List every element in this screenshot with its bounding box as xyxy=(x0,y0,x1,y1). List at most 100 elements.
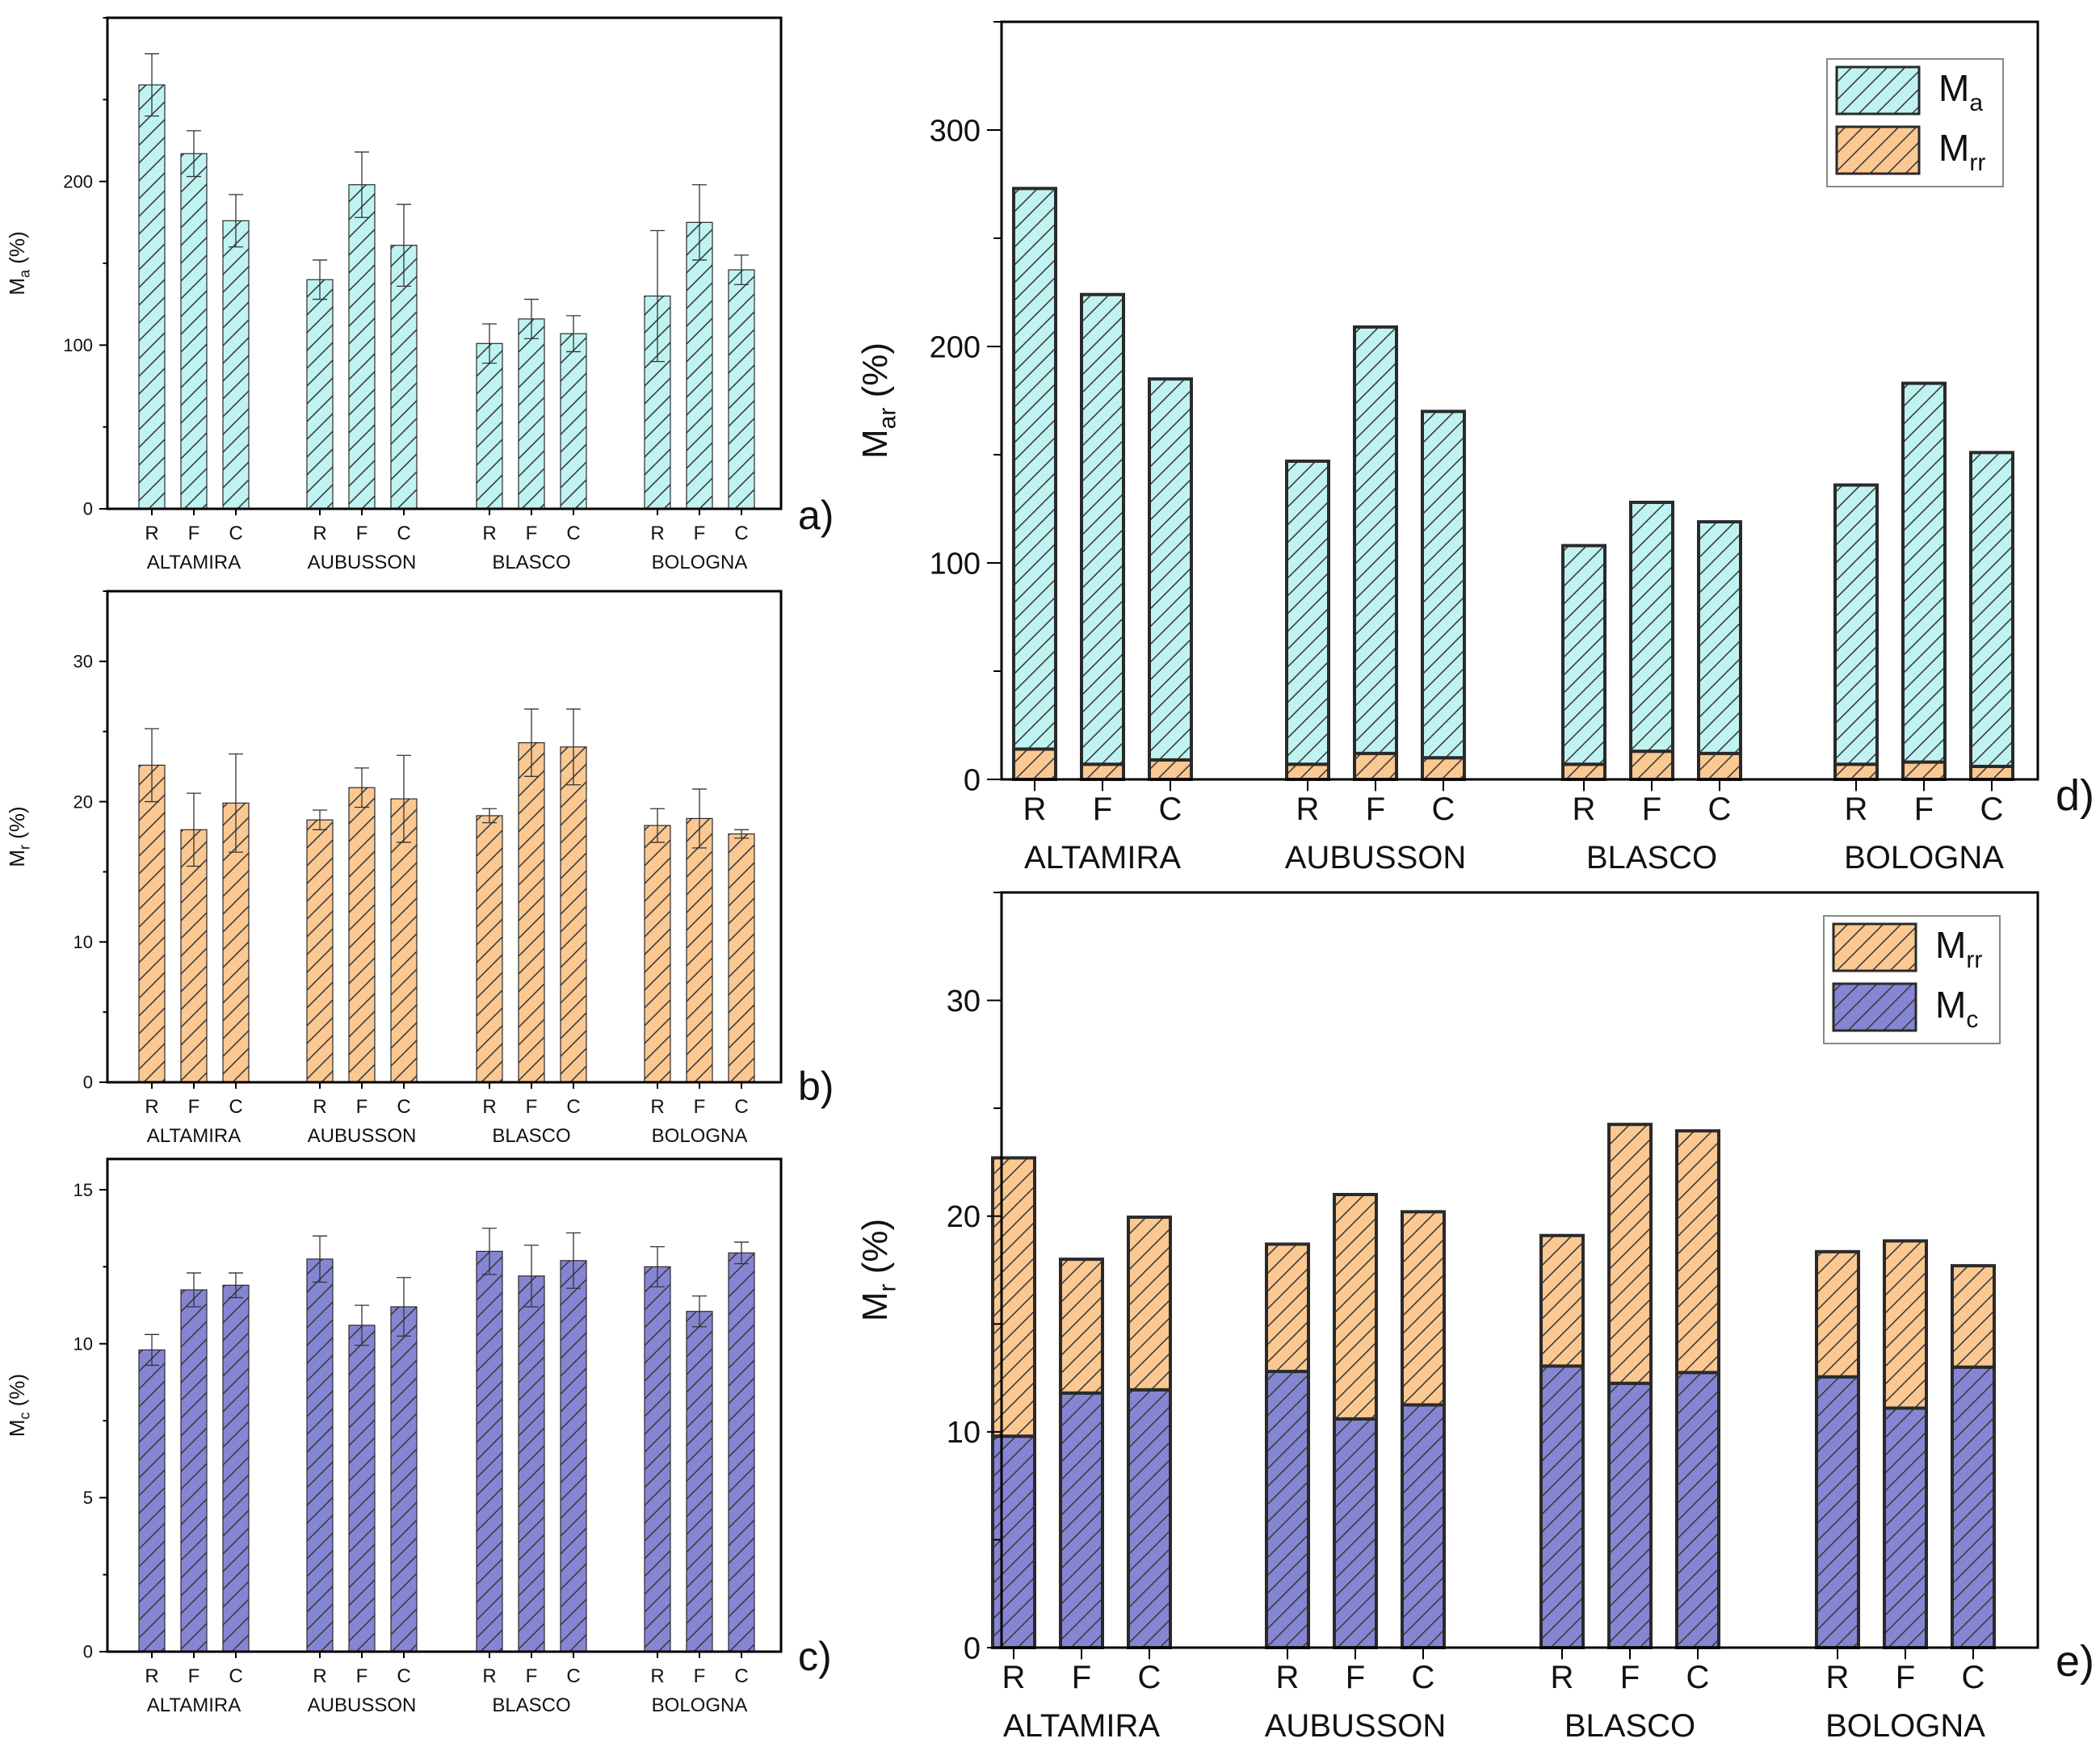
y-tick-label: 200 xyxy=(63,171,93,191)
x-group-label: BOLOGNA xyxy=(652,1125,748,1147)
error-bar-a-aubusson-c xyxy=(397,204,411,288)
error-bar-b-blasco-r xyxy=(482,808,497,824)
y-axis-label: Ma (%) xyxy=(5,231,32,295)
x-tick-label: C xyxy=(566,1665,580,1687)
y-axis-label: Mar (%) xyxy=(855,342,901,459)
x-group-label: BOLOGNA xyxy=(652,1694,748,1716)
y-tick-label: 300 xyxy=(930,114,981,148)
bar-e-mrr-aubusson-c xyxy=(1401,1210,1446,1407)
error-bar-a-aubusson-r xyxy=(313,259,327,300)
x-group-label: BLASCO xyxy=(1586,840,1717,876)
x-tick-label: R xyxy=(313,1096,326,1118)
x-tick-label: F xyxy=(694,1665,706,1687)
bar-a-altamira-r xyxy=(138,84,166,510)
legend-label-mrr: Mrr xyxy=(1938,127,1985,176)
x-tick-label: R xyxy=(482,1665,496,1687)
bar-b-aubusson-f xyxy=(348,787,376,1083)
x-tick-label: F xyxy=(694,523,706,544)
bar-d-mrr-altamira-r xyxy=(1012,747,1057,781)
bar-a-bologna-c xyxy=(728,269,755,510)
bar-e-mc-aubusson-c xyxy=(1401,1403,1446,1649)
bar-d-ma-blasco-r xyxy=(1561,544,1606,766)
error-bar-b-bologna-c xyxy=(734,829,749,839)
error-bar-b-altamira-c xyxy=(229,753,243,853)
x-tick-label: F xyxy=(526,523,538,544)
x-tick-label: F xyxy=(1072,1660,1091,1695)
bar-d-ma-aubusson-r xyxy=(1285,460,1330,766)
bar-d-ma-aubusson-c xyxy=(1421,409,1466,760)
x-tick-label: C xyxy=(1412,1660,1435,1695)
bar-e-mrr-aubusson-r xyxy=(1265,1242,1310,1374)
error-bar-b-altamira-r xyxy=(145,728,159,803)
bars-c xyxy=(138,1228,755,1652)
bar-d-mrr-aubusson-r xyxy=(1285,762,1330,781)
bar-a-blasco-r xyxy=(476,342,503,510)
error-bar-a-altamira-r xyxy=(145,52,159,117)
bar-c-altamira-f xyxy=(180,1289,208,1652)
x-tick-label: C xyxy=(397,1665,410,1687)
bar-c-bologna-r xyxy=(644,1266,671,1652)
error-bar-a-bologna-r xyxy=(650,229,665,363)
x-group-label: BLASCO xyxy=(1564,1708,1695,1744)
x-tick-label: F xyxy=(1642,792,1661,827)
x-tick-label: R xyxy=(145,1096,158,1118)
x-group-label: AUBUSSON xyxy=(308,552,417,573)
x-tick-label: C xyxy=(229,523,242,544)
x-group-label: ALTAMIRA xyxy=(147,552,241,573)
y-tick-label: 10 xyxy=(947,1416,981,1450)
bars-a xyxy=(138,52,755,510)
y-tick-label: 200 xyxy=(930,330,981,364)
error-bar-b-aubusson-f xyxy=(355,767,369,808)
bars-e xyxy=(991,1123,1996,1650)
error-bar-b-bologna-r xyxy=(650,808,665,843)
bar-a-altamira-f xyxy=(180,153,208,510)
x-tick-label: R xyxy=(650,1096,664,1118)
error-bar-c-aubusson-f xyxy=(355,1304,369,1346)
legend-d: Ma Mrr xyxy=(1826,58,2004,187)
bar-d-mrr-aubusson-f xyxy=(1353,751,1398,782)
legend-label-ma: Ma xyxy=(1938,67,1983,116)
x-tick-label: R xyxy=(1826,1660,1850,1695)
x-tick-label: C xyxy=(1159,792,1182,827)
bar-e-mc-aubusson-r xyxy=(1265,1370,1310,1649)
y-axis-label: Mr (%) xyxy=(5,806,32,867)
y-tick-label: 20 xyxy=(947,1200,981,1234)
x-tick-label: R xyxy=(313,1665,326,1687)
bar-b-blasco-f xyxy=(518,742,545,1083)
x-tick-label: C xyxy=(734,1096,748,1118)
bar-d-mrr-bologna-r xyxy=(1833,762,1879,781)
y-tick-label: 30 xyxy=(947,985,981,1018)
x-tick-label: C xyxy=(1708,792,1732,827)
x-tick-label: F xyxy=(1620,1660,1640,1695)
x-group-label: AUBUSSON xyxy=(308,1125,417,1147)
x-group-label: AUBUSSON xyxy=(1285,840,1467,876)
x-tick-label: R xyxy=(145,1665,158,1687)
x-group-label: ALTAMIRA xyxy=(147,1125,241,1147)
x-group-label: BOLOGNA xyxy=(652,552,748,573)
bar-d-ma-altamira-f xyxy=(1080,292,1125,766)
y-tick-label: 15 xyxy=(74,1180,93,1200)
x-tick-label: C xyxy=(229,1096,242,1118)
error-bar-b-bologna-f xyxy=(692,788,707,849)
bar-b-altamira-f xyxy=(180,829,208,1083)
bar-d-ma-blasco-f xyxy=(1629,500,1674,754)
bar-c-blasco-c xyxy=(560,1260,587,1652)
error-bar-a-altamira-f xyxy=(187,130,201,178)
x-tick-label: F xyxy=(1896,1660,1915,1695)
x-tick-label: F xyxy=(1914,792,1934,827)
x-group-label: BLASCO xyxy=(492,552,570,573)
bar-d-ma-aubusson-f xyxy=(1353,325,1398,755)
bar-b-bologna-f xyxy=(686,817,713,1083)
x-tick-label: F xyxy=(1366,792,1385,827)
x-tick-label: F xyxy=(356,523,368,544)
error-bar-a-blasco-f xyxy=(524,298,539,339)
bar-c-altamira-c xyxy=(222,1284,250,1652)
bar-a-altamira-c xyxy=(222,220,250,510)
x-tick-label: C xyxy=(734,1665,748,1687)
bar-b-blasco-r xyxy=(476,815,503,1083)
error-bar-a-altamira-c xyxy=(229,194,243,248)
bar-d-ma-bologna-r xyxy=(1833,483,1879,766)
x-tick-label: R xyxy=(1551,1660,1574,1695)
bar-d-mrr-aubusson-c xyxy=(1421,756,1466,782)
panel-label-b: b) xyxy=(798,1064,834,1109)
